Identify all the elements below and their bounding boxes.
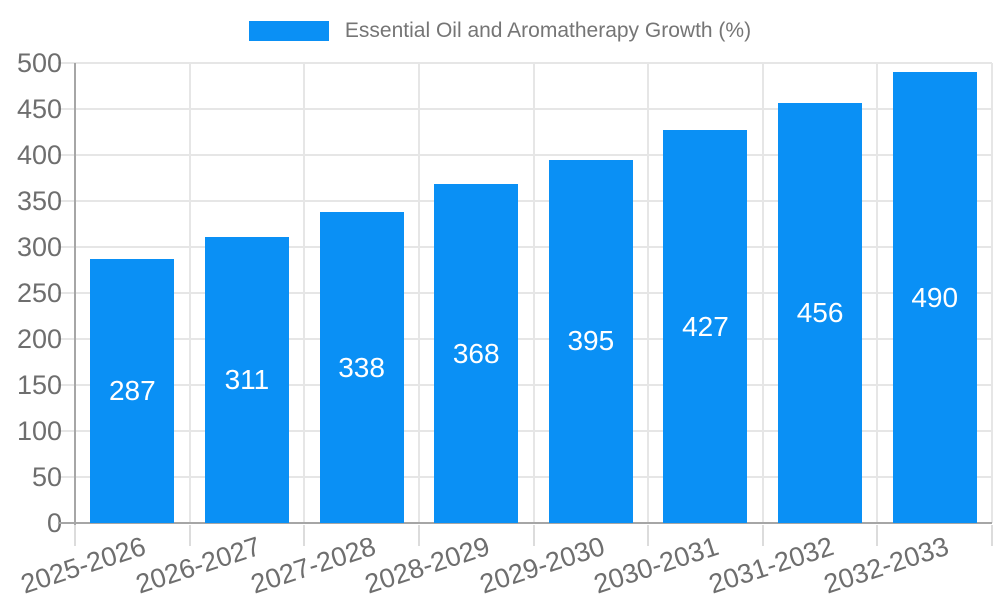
y-axis-tick-label: 150 — [16, 370, 62, 400]
y-axis-tick-label: 500 — [16, 48, 62, 78]
bar-value-label: 287 — [108, 374, 156, 406]
gridline-horizontal — [58, 338, 992, 340]
bar[interactable]: 427 — [663, 130, 748, 523]
y-axis-tick-label: 300 — [16, 232, 62, 262]
x-axis-tick — [991, 525, 993, 546]
gridline-vertical — [876, 63, 879, 523]
gridline-vertical — [991, 63, 993, 523]
x-axis-tick — [188, 525, 191, 546]
gridline-vertical — [417, 63, 420, 523]
bar-value-label: 427 — [682, 310, 729, 342]
x-axis-tick — [532, 525, 535, 546]
x-axis-tick — [74, 525, 76, 546]
y-axis-tick-label: 0 — [46, 508, 62, 538]
y-axis-line — [74, 63, 76, 525]
y-axis-tick-label: 100 — [16, 416, 62, 446]
gridline-vertical — [647, 63, 650, 523]
x-axis-tick — [761, 525, 764, 546]
gridline-horizontal — [58, 246, 992, 248]
x-axis-line — [58, 522, 992, 524]
bar[interactable]: 287 — [90, 258, 175, 523]
y-axis-tick-label: 200 — [16, 324, 62, 354]
bar-value-label: 311 — [224, 363, 270, 395]
legend-swatch-icon — [248, 21, 329, 41]
gridline-vertical — [761, 63, 764, 523]
bar-value-label: 456 — [796, 297, 844, 329]
bar[interactable]: 311 — [204, 236, 289, 523]
chart-title: Essential Oil and Aromatherapy Growth (%… — [344, 19, 752, 42]
bar[interactable]: 456 — [778, 103, 863, 523]
bar-value-label: 395 — [567, 325, 615, 357]
gridline-horizontal — [58, 430, 992, 432]
gridline-horizontal — [58, 108, 992, 110]
gridline-vertical — [303, 63, 306, 523]
chart-legend[interactable]: Essential Oil and Aromatherapy Growth (%… — [0, 14, 1000, 48]
x-axis-tick — [417, 525, 420, 546]
y-axis-tick-label: 450 — [16, 94, 62, 124]
gridline-horizontal — [58, 62, 992, 64]
bar-value-label: 368 — [452, 337, 500, 369]
gridline-vertical — [188, 63, 191, 523]
bar[interactable]: 368 — [434, 184, 519, 523]
gridline-horizontal — [58, 384, 992, 386]
x-axis-tick — [303, 525, 306, 546]
gridline-vertical — [532, 63, 535, 523]
gridline-horizontal — [58, 292, 992, 294]
y-axis-tick-label: 250 — [16, 278, 62, 308]
bar[interactable]: 338 — [319, 212, 404, 523]
bar-value-label: 490 — [911, 281, 959, 313]
x-axis-tick — [647, 525, 650, 546]
bar[interactable]: 490 — [892, 72, 977, 523]
gridline-horizontal — [58, 200, 992, 202]
bar[interactable]: 395 — [548, 159, 633, 523]
y-axis-tick-label: 400 — [16, 140, 62, 170]
y-axis-tick-label: 350 — [16, 186, 62, 216]
gridline-horizontal — [58, 476, 992, 478]
y-axis-tick-label: 50 — [31, 462, 62, 492]
x-axis-tick — [876, 525, 879, 546]
bar-value-label: 338 — [338, 351, 385, 383]
gridline-horizontal — [58, 154, 992, 156]
